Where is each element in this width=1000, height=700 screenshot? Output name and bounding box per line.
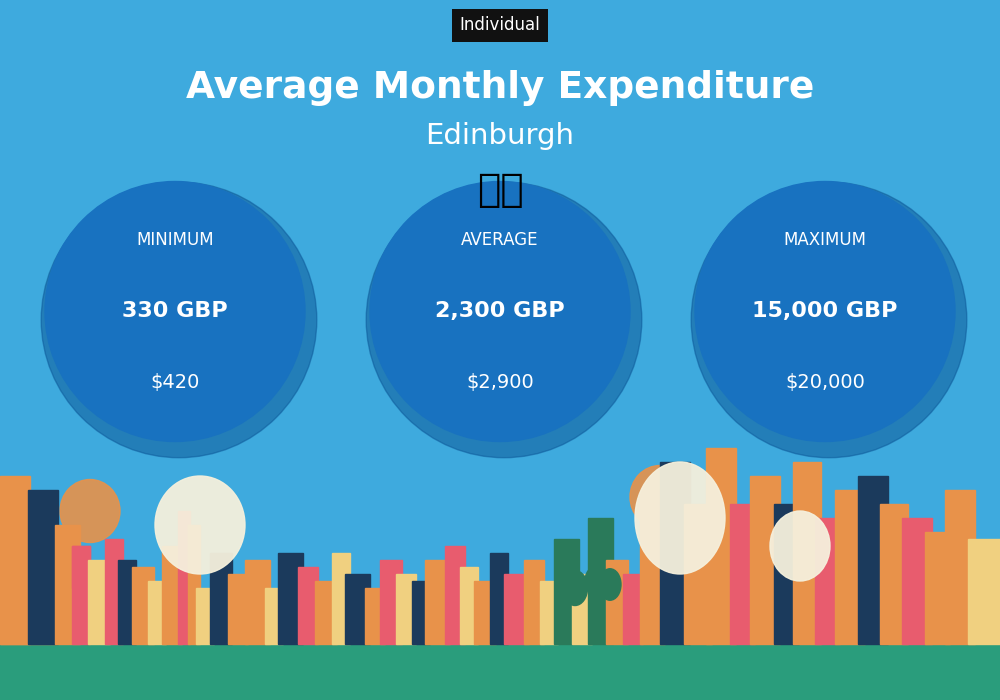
Bar xyxy=(28,490,58,644)
Bar xyxy=(55,525,80,644)
Bar xyxy=(396,574,416,644)
Bar xyxy=(750,476,780,644)
Bar xyxy=(425,560,450,644)
Bar xyxy=(925,532,950,644)
Bar xyxy=(188,525,200,644)
Bar xyxy=(332,553,350,644)
Bar xyxy=(504,574,529,644)
Bar xyxy=(902,518,932,644)
Bar xyxy=(412,581,430,644)
Bar xyxy=(460,567,478,644)
Bar xyxy=(196,588,214,644)
Bar xyxy=(72,546,90,588)
Bar xyxy=(365,588,385,644)
Text: 330 GBP: 330 GBP xyxy=(122,302,228,321)
Bar xyxy=(660,462,690,644)
Bar xyxy=(445,546,465,644)
Bar xyxy=(588,518,613,644)
Bar xyxy=(380,560,402,644)
Ellipse shape xyxy=(562,570,588,606)
Text: Average Monthly Expenditure: Average Monthly Expenditure xyxy=(186,69,814,106)
Bar xyxy=(72,546,90,644)
Bar xyxy=(815,518,840,644)
Bar xyxy=(345,574,370,644)
Ellipse shape xyxy=(585,567,605,595)
Text: 2,300 GBP: 2,300 GBP xyxy=(435,302,565,321)
Bar xyxy=(228,574,248,644)
Bar xyxy=(178,511,190,644)
Bar xyxy=(945,490,975,644)
Bar xyxy=(572,574,592,644)
Ellipse shape xyxy=(370,181,630,442)
Text: Individual: Individual xyxy=(460,16,540,34)
Bar xyxy=(474,581,496,644)
Bar xyxy=(684,504,712,644)
Bar xyxy=(132,567,154,644)
Bar xyxy=(606,560,628,644)
Bar xyxy=(298,567,318,644)
Bar xyxy=(880,504,908,644)
Text: AVERAGE: AVERAGE xyxy=(461,231,539,249)
Ellipse shape xyxy=(45,181,305,442)
Ellipse shape xyxy=(41,182,317,458)
Ellipse shape xyxy=(770,511,830,581)
Ellipse shape xyxy=(630,466,690,528)
Bar xyxy=(148,581,166,644)
Bar xyxy=(0,476,30,644)
Bar xyxy=(265,588,283,644)
Bar xyxy=(245,560,270,644)
Ellipse shape xyxy=(60,480,120,542)
Bar xyxy=(0,630,1000,700)
Text: MAXIMUM: MAXIMUM xyxy=(784,231,866,249)
Bar xyxy=(554,539,579,644)
Bar xyxy=(858,476,888,644)
Bar xyxy=(118,560,136,644)
Bar xyxy=(640,490,665,644)
Ellipse shape xyxy=(691,182,967,458)
Text: MINIMUM: MINIMUM xyxy=(136,231,214,249)
Text: Edinburgh: Edinburgh xyxy=(426,122,574,150)
Text: $420: $420 xyxy=(150,374,200,393)
Bar xyxy=(210,553,232,644)
Bar xyxy=(88,560,110,644)
Ellipse shape xyxy=(366,182,642,458)
Ellipse shape xyxy=(599,568,621,601)
Bar xyxy=(315,581,337,644)
Bar xyxy=(623,574,643,644)
Bar xyxy=(730,504,755,644)
Bar xyxy=(162,546,182,644)
Bar xyxy=(706,448,736,644)
Bar xyxy=(774,504,799,644)
Bar xyxy=(490,553,508,644)
Text: 🇬🇧: 🇬🇧 xyxy=(477,172,523,209)
Bar xyxy=(524,560,544,644)
Bar xyxy=(278,553,303,644)
Bar xyxy=(540,581,558,644)
Text: $2,900: $2,900 xyxy=(466,374,534,393)
Bar xyxy=(793,462,821,644)
Bar xyxy=(105,539,123,644)
Text: 15,000 GBP: 15,000 GBP xyxy=(752,302,898,321)
Text: $20,000: $20,000 xyxy=(785,374,865,393)
Bar xyxy=(0,518,55,644)
Bar xyxy=(835,490,865,644)
Ellipse shape xyxy=(635,462,725,574)
Ellipse shape xyxy=(155,476,245,574)
Bar xyxy=(968,539,1000,644)
Ellipse shape xyxy=(695,181,955,442)
